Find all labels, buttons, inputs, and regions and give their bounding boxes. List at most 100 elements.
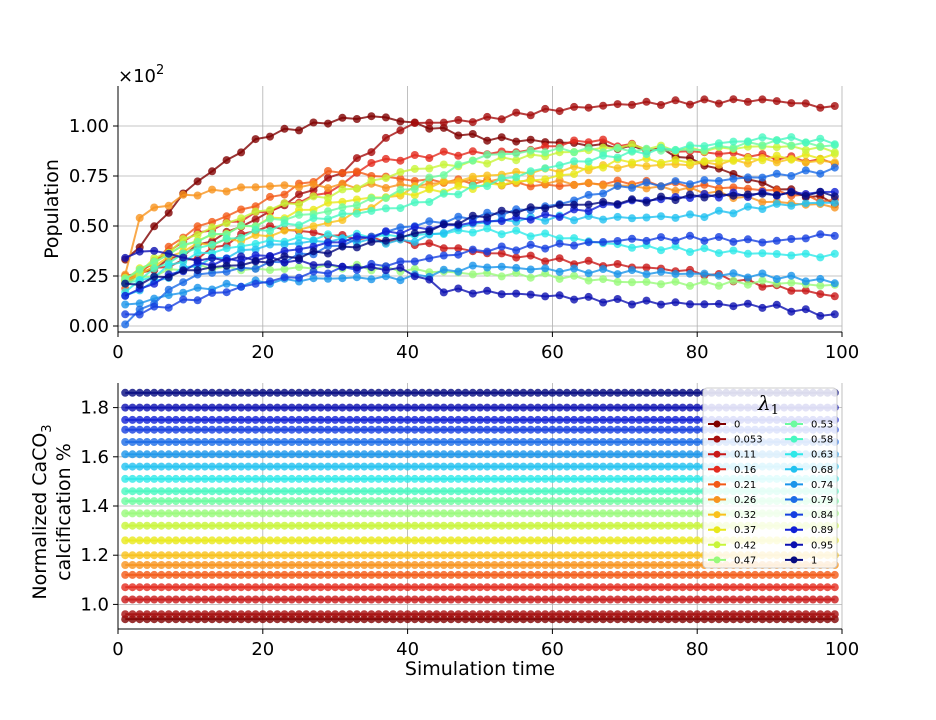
data-point	[468, 211, 477, 220]
data-point	[570, 425, 579, 434]
data-point	[541, 462, 550, 471]
data-point	[222, 509, 231, 518]
data-point	[461, 583, 470, 592]
data-point	[237, 233, 246, 242]
data-point	[251, 462, 260, 471]
data-point	[541, 216, 550, 225]
data-point	[244, 561, 253, 569]
data-point	[164, 570, 173, 579]
data-point	[686, 180, 694, 189]
data-point	[541, 264, 550, 273]
data-point	[229, 415, 238, 424]
data-point	[389, 425, 398, 434]
data-point	[541, 229, 550, 238]
data-point	[425, 227, 434, 236]
data-point	[497, 174, 506, 183]
data-point	[577, 497, 586, 506]
data-point	[642, 236, 651, 245]
data-point	[686, 231, 694, 240]
data-point	[671, 415, 680, 424]
data-point	[765, 610, 774, 619]
data-point	[599, 101, 608, 110]
data-point	[591, 497, 600, 506]
data-point	[758, 282, 767, 291]
data-point	[309, 487, 318, 496]
data-point	[302, 425, 311, 434]
data-point	[186, 536, 195, 545]
data-point	[179, 403, 188, 412]
data-point	[309, 595, 318, 604]
data-point	[157, 595, 166, 604]
data-point	[533, 462, 542, 471]
data-point	[476, 450, 484, 459]
data-point	[686, 497, 694, 506]
data-point	[533, 561, 542, 569]
data-point	[258, 610, 267, 619]
data-point	[606, 497, 615, 506]
data-point	[186, 450, 195, 459]
data-point	[743, 202, 752, 211]
data-point	[562, 551, 571, 560]
data-point	[780, 610, 789, 619]
data-point	[801, 595, 810, 604]
data-point	[280, 425, 289, 434]
data-point	[200, 536, 209, 545]
data-point	[403, 474, 412, 483]
data-point	[222, 234, 231, 243]
data-point	[266, 226, 274, 235]
data-point	[389, 561, 398, 569]
data-point	[526, 521, 535, 530]
data-point	[505, 497, 513, 506]
data-point	[121, 300, 130, 309]
data-point	[410, 509, 419, 518]
data-point	[555, 521, 564, 530]
data-point	[128, 415, 137, 424]
data-point	[367, 536, 376, 545]
data-point	[447, 551, 455, 560]
data-point	[830, 163, 839, 172]
data-point	[295, 263, 303, 272]
data-point	[251, 610, 260, 619]
data-point	[490, 561, 499, 569]
data-point	[497, 230, 506, 239]
data-point	[541, 474, 550, 483]
data-point	[396, 156, 405, 165]
data-point	[316, 570, 325, 579]
data-point	[186, 474, 195, 483]
data-point	[135, 265, 144, 274]
legend-label: 0.58	[811, 435, 833, 446]
data-point	[381, 487, 390, 496]
data-point	[143, 450, 151, 459]
data-point	[628, 497, 636, 506]
data-point	[584, 190, 593, 199]
data-point	[280, 258, 289, 267]
data-point	[316, 474, 325, 483]
data-point	[121, 310, 130, 319]
data-point	[316, 610, 325, 619]
data-point	[367, 509, 376, 518]
data-point	[396, 521, 405, 530]
data-point	[121, 462, 130, 471]
data-point	[562, 487, 571, 496]
data-point	[483, 610, 492, 619]
data-point	[642, 150, 651, 158]
data-point	[432, 583, 441, 592]
data-point	[729, 302, 738, 311]
data-point	[345, 462, 354, 471]
data-point	[758, 156, 767, 165]
data-point	[468, 156, 477, 165]
data-point	[678, 561, 687, 569]
data-point	[418, 474, 427, 483]
data-point	[642, 263, 651, 272]
data-point	[150, 536, 159, 545]
data-point	[287, 388, 296, 397]
data-point	[374, 561, 383, 569]
data-point	[483, 462, 492, 471]
data-point	[526, 388, 535, 397]
data-point	[584, 561, 593, 569]
data-point	[657, 610, 665, 619]
data-point	[367, 415, 376, 424]
data-point	[613, 415, 622, 424]
data-point	[374, 509, 383, 518]
data-point	[591, 610, 600, 619]
